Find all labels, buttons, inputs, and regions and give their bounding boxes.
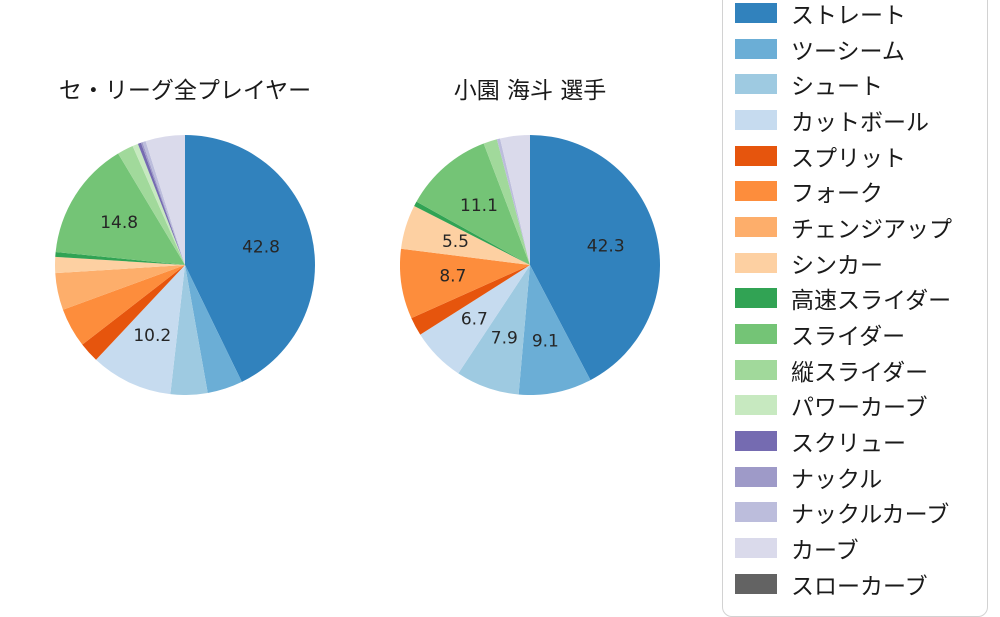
pie-slice-ナックルカーブ — [142, 141, 185, 265]
pie-slice-カーブ — [145, 135, 185, 265]
legend-swatch — [735, 538, 777, 559]
legend-swatch — [735, 145, 777, 166]
pie-slice-縦スライダー — [483, 139, 530, 265]
left-pie-chart: 42.8 10.2 14.8 — [55, 135, 315, 395]
pie-slice-カットボール — [96, 265, 185, 395]
legend-swatch — [735, 2, 777, 23]
pie-slice-ナックル — [140, 142, 185, 265]
pie-slice-スライダー — [55, 153, 185, 265]
legend-swatch — [735, 466, 777, 487]
legend-swatch — [735, 74, 777, 95]
pie-slice-チェンジアップ — [55, 265, 185, 310]
legend-item: パワーカーブ — [735, 388, 987, 424]
legend-swatch — [735, 324, 777, 345]
legend-item: ストレート — [735, 0, 987, 31]
legend-item: スプリット — [735, 138, 987, 174]
legend-label: スプリット — [791, 145, 906, 172]
pie-slice-ツーシーム — [185, 265, 242, 393]
slice-label: 42.3 — [587, 236, 625, 256]
left-pie-title: セ・リーグ全プレイヤー — [58, 78, 312, 104]
pie-slice-スライダー — [416, 143, 530, 265]
pie-slice-シュート — [170, 265, 208, 395]
legend-label: チェンジアップ — [791, 216, 952, 243]
legend-swatch — [735, 181, 777, 202]
slice-label: 9.1 — [532, 331, 559, 351]
right-pie-chart: 42.3 9.1 7.96.7 8.7 5.5 11.1 — [400, 135, 660, 395]
legend-label: ナックルカーブ — [791, 502, 950, 529]
legend-label: スライダー — [791, 324, 906, 351]
slice-label: 11.1 — [460, 196, 498, 216]
legend-item: スクリュー — [735, 423, 987, 459]
legend-item: ナックル — [735, 459, 987, 495]
legend-label: スクリュー — [791, 431, 906, 458]
legend-swatch — [735, 502, 777, 523]
legend-label: カットボール — [791, 109, 929, 136]
pie-slice-シュート — [458, 265, 530, 395]
legend-label: 縦スライダー — [791, 359, 929, 386]
legend-item: シンカー — [735, 245, 987, 281]
pie-slice-シンカー — [55, 256, 185, 274]
pie-slice-ストレート — [185, 135, 315, 382]
legend-swatch — [735, 216, 777, 237]
legend-item: スライダー — [735, 316, 987, 352]
legend-swatch — [735, 288, 777, 309]
pie-slice-カーブ — [500, 135, 530, 265]
legend-swatch — [735, 431, 777, 452]
legend-swatch — [735, 252, 777, 273]
pie-slice-ストレート — [530, 135, 660, 381]
legend-label: パワーカーブ — [791, 395, 928, 422]
legend-item: チェンジアップ — [735, 209, 987, 245]
legend-item: ナックルカーブ — [735, 495, 987, 531]
legend-item: 縦スライダー — [735, 352, 987, 388]
pie-slice-高速スライダー — [414, 201, 530, 265]
legend-label: ナックル — [791, 466, 883, 493]
slice-label: 7.9 — [491, 329, 518, 349]
legend-item: 高速スライダー — [735, 281, 987, 317]
slice-label: 14.8 — [100, 213, 138, 233]
pie-slice-カットボール — [420, 265, 530, 374]
pie-slice-縦スライダー — [118, 146, 185, 265]
legend-item: カットボール — [735, 102, 987, 138]
legend-label: 高速スライダー — [791, 288, 952, 315]
legend-item: カーブ — [735, 530, 987, 566]
legend-swatch — [735, 395, 777, 416]
legend-label: カーブ — [791, 538, 859, 565]
legend-swatch — [735, 359, 777, 380]
legend-label: シンカー — [791, 252, 883, 279]
right-pie-title: 小園 海斗 選手 — [453, 78, 607, 104]
slice-label: 5.5 — [442, 232, 469, 252]
legend-item: シュート — [735, 66, 987, 102]
legend-label: ツーシーム — [791, 38, 905, 65]
pie-slice-ツーシーム — [518, 265, 591, 395]
legend-label: シュート — [791, 74, 883, 101]
pie-slice-フォーク — [62, 265, 185, 345]
legend-item: フォーク — [735, 173, 987, 209]
pie-slice-パワーカーブ — [132, 143, 185, 265]
legend-swatch — [735, 573, 777, 594]
legend-swatch — [735, 109, 777, 130]
legend-label: フォーク — [791, 181, 883, 208]
pie-slice-スプリット — [411, 265, 530, 335]
legend-swatch — [735, 38, 777, 59]
pie-slice-スクリュー — [137, 142, 185, 265]
legend-label: スローカーブ — [791, 573, 928, 600]
legend-item: スローカーブ — [735, 566, 987, 602]
legend-item: ツーシーム — [735, 31, 987, 67]
slice-label: 6.7 — [461, 310, 488, 330]
slice-label: 8.7 — [439, 266, 466, 286]
pie-slice-フォーク — [400, 248, 530, 319]
pie-slice-スプリット — [82, 265, 185, 360]
pitch-type-legend: ストレートツーシームシュートカットボール スプリットフォークチェンジアップ シンカー… — [722, 0, 988, 617]
slice-label: 10.2 — [133, 326, 171, 346]
pie-slice-ナックルカーブ — [496, 138, 530, 265]
pie-slice-高速スライダー — [55, 251, 185, 265]
slice-label: 42.8 — [242, 238, 280, 258]
legend-label: ストレート — [791, 2, 906, 29]
pie-slice-シンカー — [401, 205, 530, 265]
